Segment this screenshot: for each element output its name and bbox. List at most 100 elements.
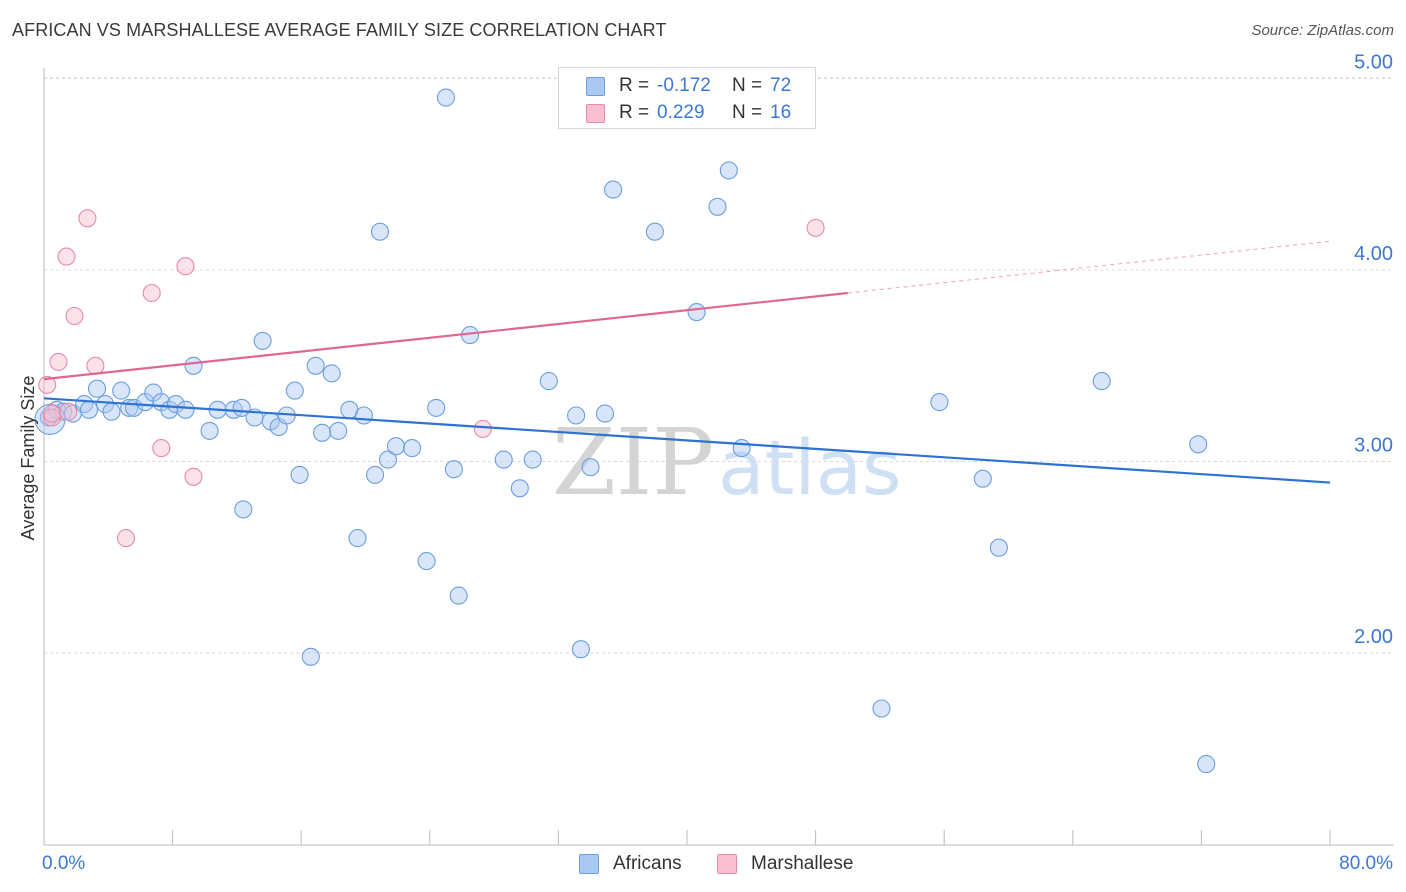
point-africans	[370, 222, 390, 241]
series-marshallese	[38, 209, 825, 548]
point-marshallese	[86, 356, 105, 375]
y-tick-label: 5.00	[1354, 52, 1393, 74]
y-tick-label: 3.00	[1354, 435, 1393, 457]
point-africans	[322, 364, 341, 383]
point-africans	[604, 180, 623, 199]
point-africans	[973, 469, 992, 488]
point-africans	[1092, 372, 1111, 391]
point-africans	[872, 699, 891, 718]
n-label: N =	[732, 102, 763, 123]
legend-label-africans: Africans	[613, 853, 682, 874]
point-africans	[354, 406, 373, 425]
point-africans	[708, 197, 727, 216]
point-africans	[200, 421, 219, 440]
point-africans	[348, 529, 367, 548]
chart-title: AFRICAN VS MARSHALLESE AVERAGE FAMILY SI…	[12, 20, 667, 40]
point-marshallese	[152, 439, 171, 458]
point-africans	[329, 421, 348, 440]
point-africans	[176, 400, 195, 419]
point-africans	[444, 460, 463, 479]
n-value: 72	[770, 75, 792, 96]
trend-line-marshallese-extension	[847, 240, 1331, 294]
point-africans	[184, 356, 203, 375]
watermark-zip: ZIP	[552, 409, 714, 516]
watermark-atlas: atlas	[718, 423, 902, 512]
point-africans	[79, 400, 99, 419]
trend-lines	[43, 240, 1331, 484]
axis-labels: 2.00 3.00 4.00 5.00 0.0% 80.0% Average Family …	[18, 52, 1393, 875]
point-africans	[253, 331, 272, 350]
r-label: R =	[619, 75, 650, 96]
grid-lines	[44, 77, 1394, 654]
point-marshallese	[65, 306, 84, 326]
point-africans	[234, 500, 253, 519]
point-africans	[595, 404, 615, 423]
point-africans	[301, 647, 320, 666]
point-africans	[290, 465, 309, 484]
x-tick-label: 0.0%	[42, 853, 85, 874]
point-africans	[1197, 755, 1216, 774]
marshallese-swatch	[717, 854, 737, 874]
y-tick-label: 2.00	[1354, 626, 1393, 648]
point-africans	[523, 450, 542, 469]
point-africans	[285, 381, 304, 400]
point-africans	[427, 398, 446, 417]
legend-label-marshallese: Marshallese	[751, 853, 854, 874]
point-marshallese	[49, 352, 68, 371]
point-africans	[571, 640, 590, 659]
r-value: -0.172	[657, 75, 711, 96]
legend-row-africans: R = -0.172 N = 72	[559, 73, 815, 99]
trend-line-marshallese	[43, 291, 848, 381]
point-africans	[687, 303, 706, 322]
point-marshallese	[42, 408, 62, 427]
point-marshallese	[78, 209, 97, 228]
point-africans	[102, 402, 121, 421]
point-africans	[436, 88, 455, 107]
trend-line-africans	[43, 397, 1331, 484]
point-marshallese	[184, 467, 203, 486]
y-tick-label: 4.00	[1354, 243, 1393, 265]
africans-swatch	[579, 854, 599, 874]
point-africans	[386, 437, 406, 456]
point-africans	[732, 439, 751, 458]
point-africans	[930, 393, 949, 412]
point-marshallese	[806, 218, 825, 237]
series-legend: Africans Marshallese	[0, 850, 1406, 878]
point-africans	[112, 381, 131, 400]
point-africans	[313, 423, 332, 442]
r-value: 0.229	[657, 102, 705, 123]
point-africans	[378, 450, 398, 469]
x-tick-label: 80.0%	[1339, 853, 1393, 874]
point-marshallese	[473, 419, 492, 438]
point-africans	[96, 395, 115, 414]
point-marshallese	[142, 283, 161, 303]
n-value: 16	[770, 102, 792, 123]
point-africans	[87, 379, 107, 398]
point-africans	[166, 395, 185, 414]
y-axis-title: Average Family Size	[18, 376, 38, 541]
point-africans	[539, 372, 558, 391]
point-africans	[403, 439, 422, 458]
correlation-legend: R = -0.172 N = 72 R = 0.229 N = 16	[558, 67, 816, 129]
point-marshallese	[116, 529, 136, 548]
point-africans	[510, 479, 529, 498]
n-label: N =	[732, 75, 763, 96]
source-label: Source: ZipAtlas.com	[1251, 22, 1394, 39]
point-marshallese	[59, 402, 78, 421]
point-africans	[645, 222, 664, 241]
point-marshallese	[38, 375, 57, 394]
point-africans	[449, 586, 468, 605]
marshallese-swatch	[586, 104, 605, 123]
point-africans	[719, 161, 738, 180]
point-africans	[417, 552, 436, 571]
point-africans	[494, 450, 513, 469]
point-africans	[989, 538, 1008, 557]
point-africans	[581, 458, 600, 477]
point-marshallese	[176, 257, 195, 276]
legend-row-marshallese: R = 0.229 N = 16	[559, 100, 815, 126]
point-marshallese	[42, 404, 62, 423]
watermark: ZIP atlas	[552, 409, 902, 516]
africans-swatch	[586, 77, 605, 96]
point-marshallese	[57, 247, 76, 266]
